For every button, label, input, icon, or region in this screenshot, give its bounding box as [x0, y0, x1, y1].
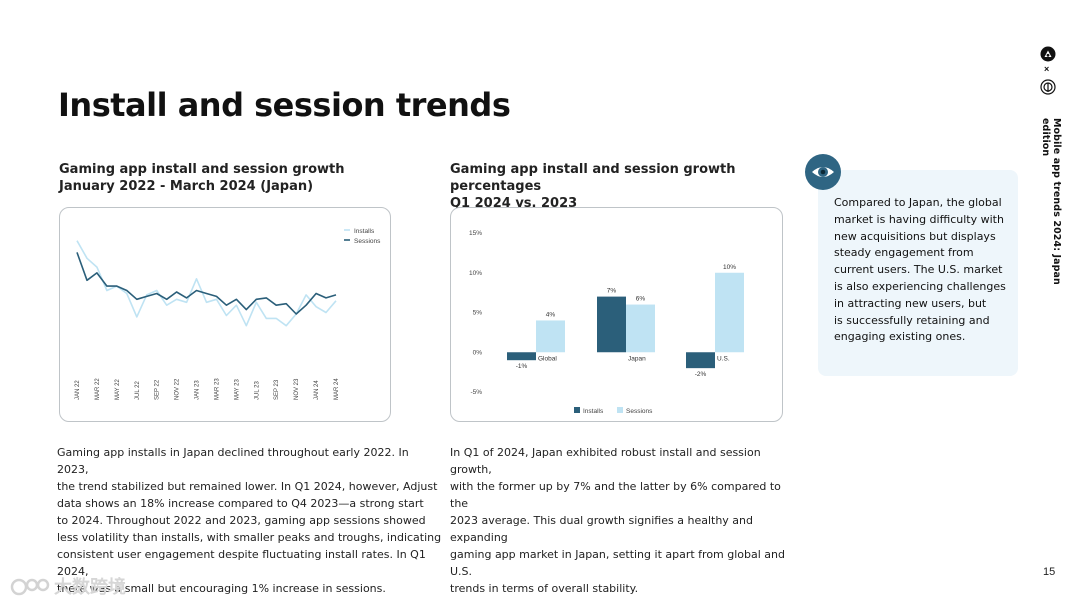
legend-swatch-installs	[574, 407, 580, 413]
y-tick-label: 5%	[473, 310, 483, 317]
watermark-logo-icon	[10, 578, 50, 596]
x-tick-label: JUL 22	[135, 381, 141, 400]
x-tick-label: MAR 23	[214, 378, 220, 400]
data-label: 10%	[723, 264, 736, 271]
bar-chart-heading-line1: Gaming app install and session growth pe…	[450, 162, 736, 194]
side-section-label: Mobile app trends 2024: Japan edition	[1040, 118, 1062, 285]
y-tick-label: 10%	[469, 270, 482, 277]
left-paragraph: Gaming app installs in Japan declined th…	[57, 446, 442, 595]
middle-paragraph: In Q1 of 2024, Japan exhibited robust in…	[450, 446, 786, 595]
x-tick-label: JUL 23	[254, 381, 260, 400]
page-title: Install and session trends	[58, 86, 511, 124]
x-tick-label: MAR 22	[95, 378, 101, 400]
brand-logo-icon	[1040, 46, 1056, 62]
bar-installs-us	[686, 352, 715, 369]
legend-label-sessions: Sessions	[626, 408, 653, 415]
category-label: U.S.	[717, 355, 730, 362]
eye-icon	[805, 154, 841, 190]
insight-callout	[818, 170, 1018, 376]
x-tick-label: JAN 23	[195, 380, 201, 400]
x-tick-label: NOV 22	[175, 378, 181, 400]
legend-label-installs: Installs	[354, 228, 375, 235]
y-tick-label: 15%	[469, 230, 482, 237]
x-tick-label: NOV 23	[294, 378, 300, 400]
line-chart-heading-line2: January 2022 - March 2024 (Japan)	[59, 179, 314, 194]
line-chart-heading-line1: Gaming app install and session growth	[59, 162, 345, 177]
bar-chart: 15% 10% 5% 0% -5% -1% 4% Global 7% 6% Japan -2% 10% U…	[469, 230, 744, 415]
data-label: -1%	[516, 363, 528, 370]
legend-swatch-sessions	[617, 407, 623, 413]
data-label: 6%	[636, 296, 646, 303]
category-label: Japan	[628, 355, 646, 362]
page-number: 15	[1043, 566, 1056, 578]
line-chart: Installs Sessions JAN 22 MAR 22 MAY 22 JUL 22…	[75, 228, 381, 400]
data-label: 7%	[607, 288, 617, 295]
bar-sessions-japan	[626, 304, 655, 353]
data-label: 4%	[546, 311, 556, 318]
legend-label-sessions: Sessions	[354, 238, 381, 245]
watermark: 大数跨境	[10, 573, 126, 599]
line-chart-heading: Gaming app install and session growth Ja…	[59, 161, 389, 195]
partner-logo-icon	[1040, 79, 1056, 95]
watermark-text: 大数跨境	[54, 577, 126, 597]
data-label: -2%	[695, 371, 707, 378]
line-series-sessions	[76, 252, 337, 315]
bar-chart-heading: Gaming app install and session growth pe…	[450, 161, 790, 212]
x-tick-label: JAN 24	[314, 380, 320, 400]
y-tick-label: -5%	[470, 389, 482, 396]
y-tick-label: 0%	[473, 349, 483, 356]
bar-sessions-global	[536, 320, 565, 353]
x-tick-label: SEP 22	[155, 379, 161, 400]
legend-label-installs: Installs	[583, 408, 604, 415]
bar-installs-japan	[597, 296, 626, 353]
line-chart-card: Installs Sessions JAN 22 MAR 22 MAY 22 JUL 22…	[59, 207, 391, 422]
x-tick-label: MAR 24	[334, 378, 340, 400]
category-label: Global	[538, 355, 557, 362]
bar-installs-global	[507, 352, 536, 361]
x-tick-label: JAN 22	[75, 380, 81, 400]
x-tick-label: MAY 22	[115, 379, 121, 400]
callout-text: Compared to Japan, the global market is …	[834, 196, 1006, 344]
x-tick-label: SEP 23	[274, 379, 280, 400]
x-tick-label: MAY 23	[234, 379, 240, 400]
line-series-installs	[76, 240, 337, 327]
bar-sessions-us	[715, 272, 744, 353]
bar-chart-card: 15% 10% 5% 0% -5% -1% 4% Global 7% 6% Japan -2% 10% U…	[450, 207, 783, 422]
brand-separator: ×	[1044, 64, 1050, 74]
